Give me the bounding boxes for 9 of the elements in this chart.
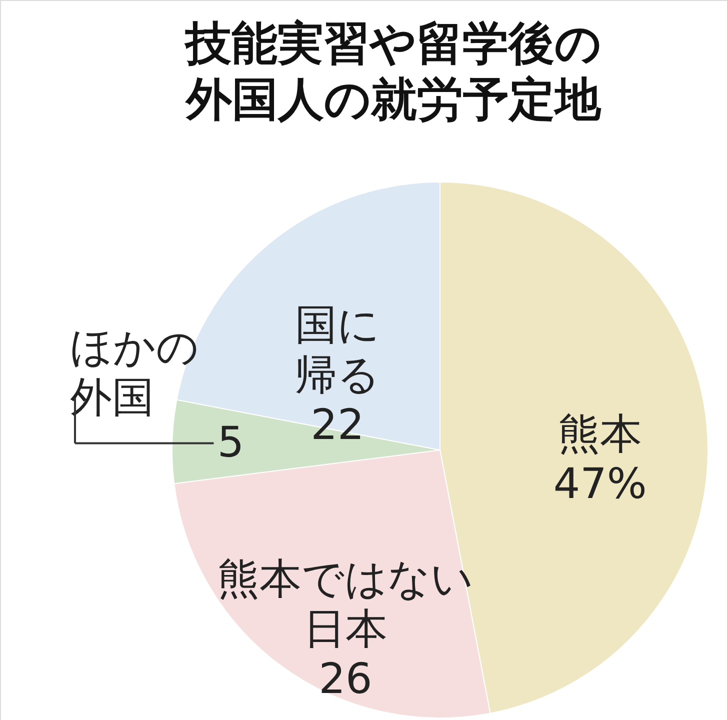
chart-title: 技能実習や留学後の外国人の就労予定地 — [184, 16, 602, 126]
slice-label: 熊本ではない日本 — [217, 554, 474, 654]
data-label: 5 — [217, 417, 244, 466]
data-label: 47% — [553, 458, 647, 508]
slice-label: ほかの外国 — [70, 322, 199, 422]
data-label: 22 — [310, 400, 364, 450]
slice-label: 国に帰る — [295, 300, 380, 400]
slice-label: 熊本 — [558, 408, 642, 458]
data-label: 26 — [318, 654, 372, 704]
